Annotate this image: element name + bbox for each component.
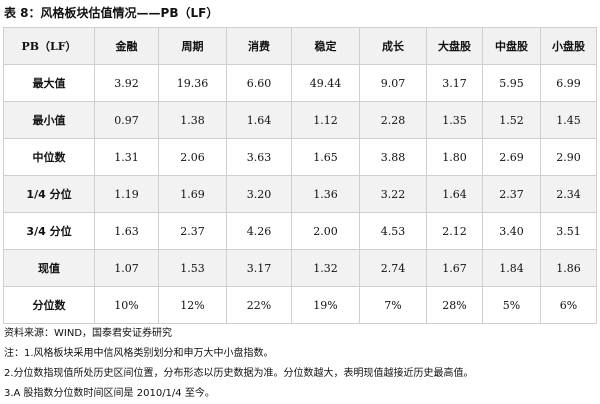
table-cell: 2.06 — [158, 138, 227, 176]
table-cell: 2.90 — [540, 138, 597, 176]
table-cell: 1.31 — [94, 138, 159, 176]
column-header: 金融 — [94, 27, 159, 65]
table-cell: 9.07 — [359, 64, 427, 102]
table-cell: 4.53 — [359, 212, 427, 250]
table-cell: 7% — [359, 286, 427, 324]
table-cell: 3.17 — [426, 64, 483, 102]
footnote: 注：1.风格板块采用中信风格类别划分和申万大中小盘指数。 — [4, 348, 274, 359]
table-cell: 1.52 — [482, 101, 541, 139]
table-cell: 1.12 — [291, 101, 360, 139]
table-cell: 3.20 — [226, 175, 292, 213]
table-cell: 2.37 — [158, 212, 227, 250]
table-cell: 22% — [226, 286, 292, 324]
table-cell: 3.17 — [226, 249, 292, 287]
table-cell: 5% — [482, 286, 541, 324]
table-cell: 1.45 — [540, 101, 597, 139]
table-cell: 1.80 — [426, 138, 483, 176]
column-header: 消费 — [226, 27, 292, 65]
column-header: 周期 — [158, 27, 227, 65]
table-cell: 3.22 — [359, 175, 427, 213]
row-label: 1/4 分位 — [3, 175, 95, 213]
row-label: 最小值 — [3, 101, 95, 139]
table-row: 中位数 1.31 2.06 3.63 1.65 3.88 1.80 2.69 2… — [3, 138, 597, 176]
footnote: 2.分位数指现值所处历史区间位置，分布形态以历史数据为准。分位数越大，表明现值越… — [4, 368, 474, 379]
row-label: 中位数 — [3, 138, 95, 176]
row-label: 最大值 — [3, 64, 95, 102]
table-title: 表 8：风格板块估值情况——PB（LF） — [4, 6, 219, 20]
table-cell: 2.37 — [482, 175, 541, 213]
table-cell: 1.86 — [540, 249, 597, 287]
table-cell: 1.64 — [426, 175, 483, 213]
pb-valuation-table: PB（LF） 金融 周期 消费 稳定 成长 大盘股 中盘股 小盘股 最大值 3.… — [3, 27, 597, 324]
table-cell: 1.19 — [94, 175, 159, 213]
table-cell: 19% — [291, 286, 360, 324]
table-row: 现值 1.07 1.53 3.17 1.32 2.74 1.67 1.84 1.… — [3, 249, 597, 287]
table-cell: 1.64 — [226, 101, 292, 139]
table-row: 分位数 10% 12% 22% 19% 7% 28% 5% 6% — [3, 286, 597, 324]
table-row: 最大值 3.92 19.36 6.60 49.44 9.07 3.17 5.95… — [3, 64, 597, 102]
table-cell: 19.36 — [158, 64, 227, 102]
table-cell: 49.44 — [291, 64, 360, 102]
column-header: PB（LF） — [3, 27, 95, 65]
row-label: 现值 — [3, 249, 95, 287]
table-cell: 1.38 — [158, 101, 227, 139]
table-cell: 6.60 — [226, 64, 292, 102]
table-cell: 2.00 — [291, 212, 360, 250]
table-cell: 1.53 — [158, 249, 227, 287]
table-cell: 6.99 — [540, 64, 597, 102]
table-cell: 1.84 — [482, 249, 541, 287]
table-cell: 0.97 — [94, 101, 159, 139]
table-cell: 2.12 — [426, 212, 483, 250]
source-note: 资料来源：WIND，国泰君安证券研究 — [4, 328, 173, 339]
row-label: 3/4 分位 — [3, 212, 95, 250]
table-cell: 1.32 — [291, 249, 360, 287]
table-cell: 3.51 — [540, 212, 597, 250]
table-cell: 1.67 — [426, 249, 483, 287]
table-cell: 10% — [94, 286, 159, 324]
table-cell: 6% — [540, 286, 597, 324]
table-row: 3/4 分位 1.63 2.37 4.26 2.00 4.53 2.12 3.4… — [3, 212, 597, 250]
table-cell: 2.69 — [482, 138, 541, 176]
footnotes: 资料来源：WIND，国泰君安证券研究 注：1.风格板块采用中信风格类别划分和申万… — [4, 324, 474, 404]
column-header: 稳定 — [291, 27, 360, 65]
table-cell: 3.63 — [226, 138, 292, 176]
table-cell: 1.65 — [291, 138, 360, 176]
table-cell: 2.74 — [359, 249, 427, 287]
table-cell: 1.63 — [94, 212, 159, 250]
table-cell: 1.35 — [426, 101, 483, 139]
table-cell: 2.34 — [540, 175, 597, 213]
column-header: 大盘股 — [426, 27, 483, 65]
column-header: 小盘股 — [540, 27, 597, 65]
table-cell: 3.92 — [94, 64, 159, 102]
table-cell: 1.07 — [94, 249, 159, 287]
column-header: 中盘股 — [482, 27, 541, 65]
table-cell: 3.88 — [359, 138, 427, 176]
table-cell: 4.26 — [226, 212, 292, 250]
footnote: 3.A 股指数分位数时间区间是 2010/1/4 至今。 — [4, 388, 215, 399]
table-cell: 1.69 — [158, 175, 227, 213]
table-row: 1/4 分位 1.19 1.69 3.20 1.36 3.22 1.64 2.3… — [3, 175, 597, 213]
table-row: 最小值 0.97 1.38 1.64 1.12 2.28 1.35 1.52 1… — [3, 101, 597, 139]
table-cell: 12% — [158, 286, 227, 324]
column-header: 成长 — [359, 27, 427, 65]
table-cell: 28% — [426, 286, 483, 324]
row-label: 分位数 — [3, 286, 95, 324]
table-cell: 3.40 — [482, 212, 541, 250]
table-cell: 2.28 — [359, 101, 427, 139]
header-row: PB（LF） 金融 周期 消费 稳定 成长 大盘股 中盘股 小盘股 — [3, 27, 597, 65]
table-cell: 5.95 — [482, 64, 541, 102]
table-cell: 1.36 — [291, 175, 360, 213]
